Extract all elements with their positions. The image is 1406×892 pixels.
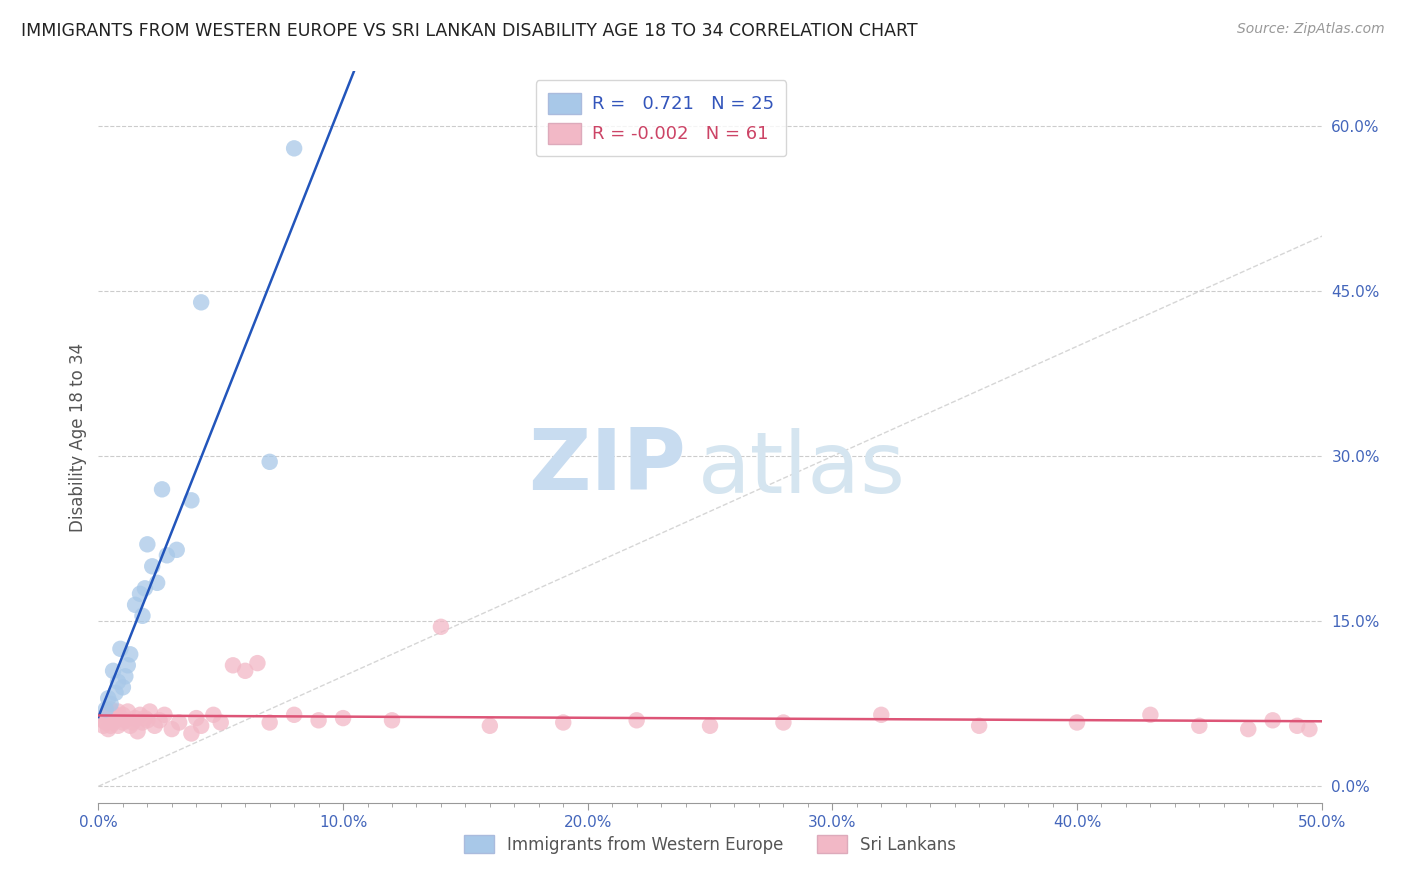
Point bbox=[146, 575, 169, 590]
Point bbox=[1066, 715, 1088, 730]
Point bbox=[124, 711, 146, 725]
Point bbox=[107, 705, 129, 719]
Point bbox=[111, 707, 134, 722]
Point bbox=[107, 719, 129, 733]
Text: Source: ZipAtlas.com: Source: ZipAtlas.com bbox=[1237, 22, 1385, 37]
Point bbox=[870, 707, 893, 722]
Point bbox=[97, 705, 120, 719]
Point bbox=[134, 582, 156, 596]
Point bbox=[190, 719, 212, 733]
Point bbox=[202, 707, 225, 722]
Point bbox=[117, 705, 139, 719]
Point bbox=[101, 710, 124, 724]
Point bbox=[150, 483, 173, 497]
Point bbox=[136, 714, 159, 728]
Point bbox=[1237, 722, 1260, 736]
Point bbox=[91, 714, 114, 728]
Point bbox=[110, 641, 132, 656]
Point bbox=[308, 714, 330, 728]
Point bbox=[233, 664, 256, 678]
Point bbox=[101, 715, 124, 730]
Point bbox=[553, 715, 575, 730]
Point bbox=[180, 726, 202, 740]
Point bbox=[186, 711, 208, 725]
Point bbox=[246, 656, 269, 670]
Point bbox=[111, 715, 134, 730]
Point bbox=[430, 620, 453, 634]
Text: ZIP: ZIP bbox=[527, 425, 686, 508]
Point bbox=[104, 714, 127, 728]
Point bbox=[100, 697, 122, 711]
Text: IMMIGRANTS FROM WESTERN EUROPE VS SRI LANKAN DISABILITY AGE 18 TO 34 CORRELATION: IMMIGRANTS FROM WESTERN EUROPE VS SRI LA… bbox=[21, 22, 918, 40]
Point bbox=[117, 658, 139, 673]
Point bbox=[131, 608, 153, 623]
Text: atlas: atlas bbox=[697, 428, 905, 511]
Point bbox=[97, 722, 120, 736]
Point bbox=[332, 711, 354, 725]
Point bbox=[1286, 719, 1309, 733]
Point bbox=[222, 658, 245, 673]
Point bbox=[107, 674, 129, 689]
Point bbox=[190, 295, 212, 310]
Point bbox=[121, 715, 143, 730]
Point bbox=[699, 719, 721, 733]
Point bbox=[100, 719, 122, 733]
Point bbox=[104, 707, 127, 722]
Point bbox=[120, 719, 142, 733]
Point bbox=[209, 715, 232, 730]
Point bbox=[1261, 714, 1284, 728]
Point bbox=[114, 669, 136, 683]
Point bbox=[156, 549, 179, 563]
Y-axis label: Disability Age 18 to 34: Disability Age 18 to 34 bbox=[69, 343, 87, 532]
Point bbox=[94, 702, 117, 716]
Point bbox=[114, 714, 136, 728]
Point bbox=[1298, 722, 1320, 736]
Point bbox=[91, 719, 114, 733]
Point bbox=[381, 714, 404, 728]
Point bbox=[124, 598, 146, 612]
Point bbox=[101, 664, 124, 678]
Point bbox=[110, 711, 132, 725]
Point bbox=[97, 691, 120, 706]
Point bbox=[120, 648, 142, 662]
Point bbox=[153, 707, 176, 722]
Point bbox=[283, 707, 305, 722]
Point bbox=[94, 715, 117, 730]
Point bbox=[131, 715, 153, 730]
Point bbox=[139, 705, 162, 719]
Point bbox=[166, 542, 188, 557]
Point bbox=[259, 455, 281, 469]
Point bbox=[129, 707, 152, 722]
Point bbox=[180, 493, 202, 508]
Point bbox=[478, 719, 501, 733]
Point bbox=[104, 686, 127, 700]
Point bbox=[94, 707, 117, 722]
Point bbox=[141, 559, 163, 574]
Point bbox=[100, 702, 122, 716]
Legend: Immigrants from Western Europe, Sri Lankans: Immigrants from Western Europe, Sri Lank… bbox=[457, 829, 963, 860]
Point bbox=[149, 714, 172, 728]
Point bbox=[160, 722, 183, 736]
Point bbox=[136, 537, 159, 551]
Point bbox=[129, 587, 152, 601]
Point bbox=[259, 715, 281, 730]
Point bbox=[772, 715, 794, 730]
Point bbox=[134, 711, 156, 725]
Point bbox=[1139, 707, 1161, 722]
Point bbox=[143, 719, 166, 733]
Point bbox=[167, 715, 190, 730]
Point bbox=[967, 719, 990, 733]
Point bbox=[626, 714, 648, 728]
Point bbox=[127, 724, 149, 739]
Point bbox=[283, 141, 305, 155]
Point bbox=[1188, 719, 1211, 733]
Point bbox=[111, 681, 134, 695]
